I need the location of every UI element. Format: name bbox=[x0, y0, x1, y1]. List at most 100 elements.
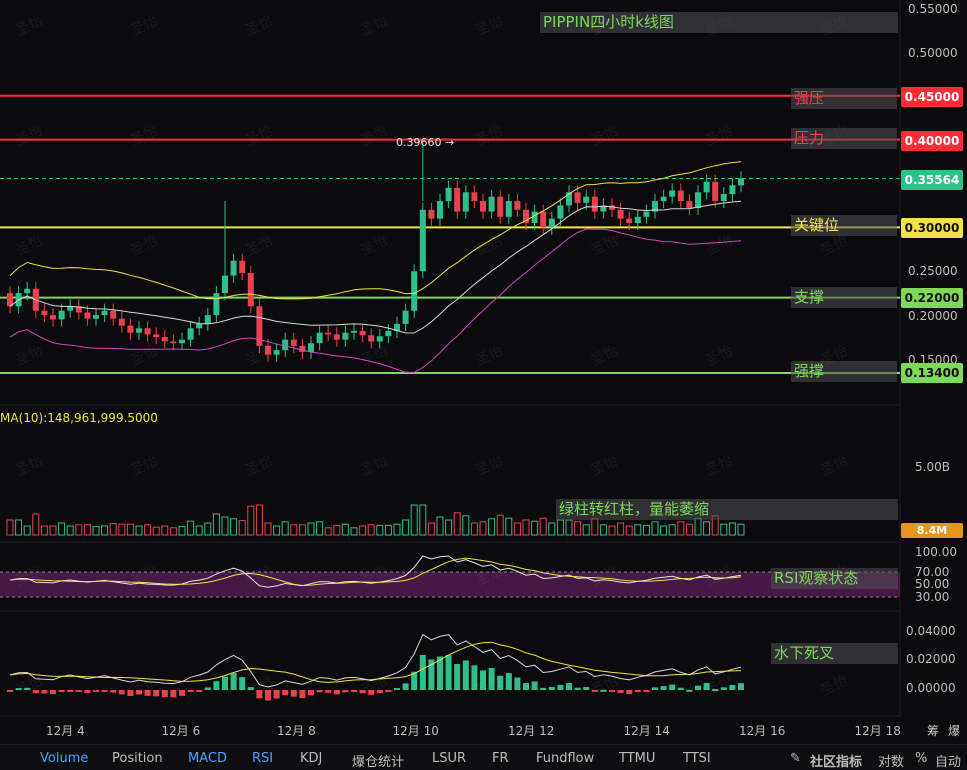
tab-fundflow[interactable]: Fundflow bbox=[536, 751, 595, 766]
tab-macd[interactable]: MACD bbox=[188, 751, 227, 766]
tab-volume[interactable]: Volume bbox=[40, 751, 89, 766]
macd-histogram-bar bbox=[385, 690, 392, 692]
candle-body bbox=[118, 318, 125, 326]
volume-bar bbox=[479, 521, 487, 536]
volume-bar bbox=[599, 524, 607, 536]
volume-bar bbox=[298, 524, 306, 536]
candle-body bbox=[196, 323, 203, 329]
candle-body bbox=[626, 218, 633, 223]
macd-histogram-bar bbox=[41, 690, 48, 694]
volume-bar bbox=[15, 519, 23, 536]
macd-histogram-bar bbox=[523, 683, 529, 690]
volume-bar bbox=[367, 524, 375, 536]
volume-annotation: 绿柱转红柱，量能萎缩 bbox=[556, 499, 898, 520]
tab-fr[interactable]: FR bbox=[492, 751, 509, 766]
community-indicators-button[interactable]: 社区指标 bbox=[810, 755, 863, 770]
volume-bar bbox=[393, 523, 401, 536]
volume-bar bbox=[152, 526, 160, 536]
volume-bar bbox=[384, 524, 392, 536]
candle-body bbox=[703, 181, 710, 193]
macd-histogram-bar bbox=[265, 690, 271, 701]
macd-histogram-bar bbox=[712, 689, 719, 692]
auto-scale-toggle[interactable]: 自动 bbox=[935, 755, 962, 770]
rsi-tick: 100.00 bbox=[915, 545, 957, 559]
macd-histogram-bar bbox=[394, 688, 400, 691]
edit-icon[interactable]: ✎ bbox=[790, 751, 801, 766]
tab-ttsi[interactable]: TTSI bbox=[683, 751, 711, 766]
liquidation-button[interactable]: 爆 bbox=[948, 724, 961, 738]
macd-histogram-bar bbox=[411, 671, 418, 690]
log-scale-toggle[interactable]: 对数 bbox=[878, 755, 905, 770]
macd-histogram-bar bbox=[471, 665, 478, 690]
volume-bar bbox=[350, 527, 358, 536]
macd-histogram-bar bbox=[617, 690, 624, 694]
macd-annotation: 水下死叉 bbox=[771, 643, 898, 664]
tab-ttmu[interactable]: TTMU bbox=[619, 751, 656, 766]
volume-bar bbox=[169, 527, 177, 536]
volume-bar bbox=[324, 527, 332, 536]
macd-histogram-bar bbox=[222, 676, 228, 690]
macd-histogram-bar bbox=[136, 690, 142, 695]
tab-kdj[interactable]: KDJ bbox=[300, 751, 323, 766]
candle-body bbox=[505, 201, 512, 217]
tab-position[interactable]: Position bbox=[112, 751, 163, 766]
bollinger-lower-line bbox=[9, 228, 742, 373]
tab-lsur[interactable]: LSUR bbox=[432, 751, 467, 766]
chip-distribution-button[interactable]: 筹 bbox=[927, 724, 940, 738]
candle-body bbox=[41, 310, 48, 316]
macd-histogram-bar bbox=[574, 687, 581, 690]
macd-histogram-bar bbox=[333, 690, 340, 695]
volume-bar bbox=[453, 512, 461, 536]
volume-bar bbox=[608, 525, 616, 536]
volume-bar bbox=[66, 525, 74, 536]
volume-bar bbox=[359, 525, 367, 536]
volume-bar bbox=[230, 518, 238, 536]
macd-histogram-bar bbox=[720, 687, 727, 690]
volume-bar bbox=[255, 504, 263, 536]
candle-body bbox=[153, 334, 160, 338]
date-tick: 12月 6 bbox=[161, 724, 201, 738]
volume-bar bbox=[574, 521, 582, 536]
candle-body bbox=[308, 343, 314, 352]
candle-body bbox=[187, 328, 194, 340]
macd-histogram-bar bbox=[462, 660, 469, 690]
volume-bar bbox=[445, 519, 453, 536]
candle-body bbox=[617, 209, 624, 219]
candle-body bbox=[101, 310, 108, 316]
volume-bar bbox=[118, 523, 126, 536]
date-tick: 12月 16 bbox=[739, 724, 786, 738]
bollinger-upper-line bbox=[9, 161, 742, 300]
candle-body bbox=[394, 323, 400, 331]
candle-body bbox=[385, 330, 392, 337]
volume-bar bbox=[737, 523, 745, 536]
volume-bar bbox=[195, 525, 203, 536]
candle-body bbox=[376, 336, 383, 342]
level-tag-strong-resistance: 0.45000 bbox=[901, 87, 963, 107]
volume-bar bbox=[92, 526, 100, 536]
volume-bar bbox=[685, 523, 693, 536]
kline-chart-canvas[interactable] bbox=[0, 0, 967, 744]
volume-bar bbox=[436, 516, 444, 536]
candle-body bbox=[643, 211, 650, 217]
price-tick: 0.50000 bbox=[908, 46, 958, 60]
volume-bar bbox=[290, 524, 298, 536]
macd-histogram-bar bbox=[256, 690, 263, 699]
date-tick: 12月 4 bbox=[46, 724, 85, 738]
tab-rsi[interactable]: RSI bbox=[252, 751, 274, 766]
candle-body bbox=[58, 310, 65, 320]
volume-bar bbox=[720, 523, 728, 536]
macd-tick: 0.04000 bbox=[906, 624, 956, 638]
macd-histogram-bar bbox=[118, 690, 125, 695]
percent-scale-toggle[interactable]: % bbox=[915, 751, 928, 766]
volume-bar bbox=[49, 525, 57, 536]
level-tag-strong-support: 0.13400 bbox=[901, 363, 963, 383]
candle-body bbox=[583, 196, 590, 203]
candle-body bbox=[256, 306, 263, 346]
macd-histogram-bar bbox=[204, 687, 211, 690]
volume-bar bbox=[617, 522, 625, 536]
candle-body bbox=[695, 192, 701, 209]
candle-body bbox=[419, 209, 426, 272]
candle-body bbox=[471, 192, 478, 202]
volume-bar bbox=[660, 525, 668, 536]
tab-liquidation[interactable]: 爆仓统计 bbox=[352, 755, 405, 770]
